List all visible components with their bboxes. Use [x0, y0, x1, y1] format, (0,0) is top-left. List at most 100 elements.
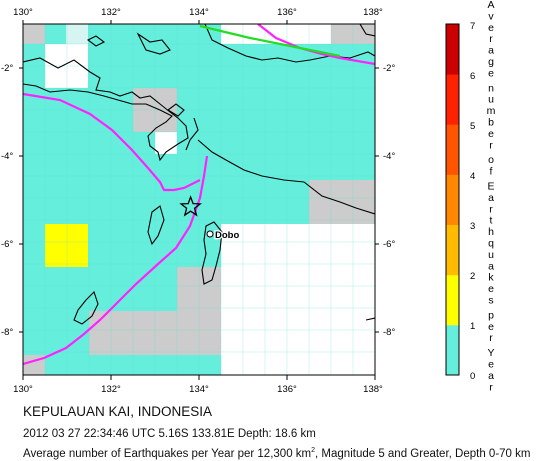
no-data-cell	[23, 24, 45, 44]
colorbar-title-letter: r	[489, 203, 493, 215]
colorbar-title-letter: r	[489, 33, 493, 45]
lat-tick-label: -2°	[1, 63, 13, 74]
colorbar-title-letter: r	[489, 332, 493, 344]
lon-tick-label: 134°	[189, 7, 209, 18]
tanimbar-islands	[73, 290, 99, 325]
colorbar-title-letter: v	[488, 10, 494, 22]
colorbar-tick-label: 2	[470, 271, 475, 282]
lon-tick-label: 138°	[363, 384, 383, 395]
event-details: 2012 03 27 22:34:46 UTC 5.16S 133.81E De…	[23, 428, 316, 440]
kai-kecil-island	[147, 205, 165, 246]
colorbar-tick-labels: 0 1 2 3 4 5 6 7	[470, 21, 475, 382]
colorbar-tick-label: 1	[470, 321, 475, 332]
colorbar-title-letter: a	[488, 260, 494, 272]
colorbar-swatch	[446, 124, 459, 175]
colorbar-swatch	[446, 274, 459, 326]
colorbar-title-letter: a	[488, 192, 494, 204]
lon-tick-label: 130°	[13, 7, 33, 18]
lon-tick-label: 130°	[13, 384, 33, 395]
colorbar-tick-label: 7	[470, 21, 475, 32]
colorbar-title-letter: e	[488, 67, 494, 79]
coastlines	[23, 24, 375, 325]
lat-tick-label: -4°	[383, 151, 395, 162]
colorbar-title-letter: e	[488, 321, 494, 333]
lon-labels-top: 130° 132° 134° 136° 138°	[13, 7, 383, 18]
north-coast	[359, 24, 375, 37]
lat-tick-label: -4°	[1, 151, 13, 162]
map-ticks	[19, 20, 379, 380]
colorbar-tick-label: 5	[470, 121, 475, 132]
fault-green	[199, 24, 341, 58]
lat-tick-label: -2°	[383, 63, 395, 74]
lat-labels-left: -2° -4° -6° -8°	[1, 63, 13, 338]
cell-grid-lines	[23, 24, 375, 375]
legend-text-tail: , Magnitude 5 and Greater, Depth 0-70 km	[315, 447, 531, 460]
colorbar-swatch	[446, 24, 459, 75]
lon-tick-label: 138°	[363, 7, 383, 18]
colorbar: 0 1 2 3 4 5 6 7 AveragenumberofEarthquak…	[445, 0, 496, 393]
no-data-cell	[309, 180, 375, 224]
colorbar-title-letter: a	[488, 45, 494, 57]
southeast-coast	[365, 317, 375, 321]
dobo-marker	[206, 230, 214, 238]
colorbar-tick-label: 3	[470, 221, 475, 232]
no-data-cell	[66, 24, 88, 44]
colorbar-title-letter: f	[490, 166, 493, 178]
colorbar-tick-label: 6	[470, 71, 475, 82]
bintuni-bay-coast	[185, 117, 199, 151]
colorbar-title-letter: E	[487, 181, 494, 193]
colorbar-title-letter: g	[488, 56, 494, 68]
plate-boundary-seram	[23, 92, 201, 192]
lat-labels-right: -2° -4° -6° -8°	[383, 63, 395, 338]
colorbar-tick-label: 0	[470, 371, 475, 382]
colorbar-title-letter: s	[488, 295, 493, 307]
place-label-dobo: Dobo	[215, 230, 239, 241]
colorbar-title-letter: u	[488, 249, 494, 261]
colorbar-swatches	[446, 24, 459, 376]
lat-tick-label: -6°	[1, 239, 13, 250]
lon-labels-bottom: 130° 132° 134° 136° 138°	[13, 384, 383, 395]
no-data-cell	[155, 132, 177, 154]
epicenter-star-icon	[179, 195, 202, 217]
small-island	[167, 103, 185, 117]
legend-text: Average number of Earthquakes per Year p…	[23, 447, 312, 460]
colorbar-swatch	[446, 224, 459, 276]
lat-tick-label: -8°	[383, 327, 395, 338]
lon-tick-label: 132°	[101, 7, 121, 18]
colorbar-swatch	[446, 74, 459, 125]
lon-tick-label: 136°	[277, 7, 297, 18]
colorbar-tick-label: 4	[470, 171, 475, 182]
region-title: KEPULAUAN KAI, INDONESIA	[23, 404, 213, 419]
colorbar-title-letter: p	[488, 309, 494, 321]
colorbar-title-letter: k	[488, 272, 494, 284]
plate-boundary-aru-trough	[23, 155, 209, 366]
colorbar-title-letter: e	[488, 359, 494, 371]
south-coast	[197, 139, 375, 215]
lat-tick-label: -8°	[1, 327, 13, 338]
lon-tick-label: 132°	[101, 384, 121, 395]
colorbar-title-letter: e	[488, 128, 494, 140]
colorbar-swatch	[446, 174, 459, 225]
colorbar-title-letter: Y	[487, 347, 494, 359]
colorbar-title-letter: A	[487, 0, 494, 11]
colorbar-title-letter: n	[488, 82, 494, 94]
aru-islands	[201, 221, 223, 285]
colorbar-title-letter: r	[489, 381, 493, 393]
colorbar-title-letter: m	[487, 105, 496, 117]
colorbar-title-letter: a	[488, 370, 494, 382]
colorbar-title-letter: u	[488, 94, 494, 106]
colorbar-title-letter: e	[488, 283, 494, 295]
colorbar-title-letter: b	[488, 117, 494, 129]
colorbar-title-letter: h	[488, 226, 494, 238]
colorbar-frame	[445, 23, 460, 376]
colorbar-title-letter: e	[488, 22, 494, 34]
legend-superscript: 2	[311, 447, 316, 454]
colorbar-title-letter: q	[488, 238, 494, 250]
colorbar-title-letter: t	[490, 215, 493, 227]
small-island	[86, 35, 106, 47]
lon-tick-label: 134°	[189, 384, 209, 395]
colorbar-swatch	[446, 324, 459, 376]
cenderawasih-coast	[204, 24, 375, 63]
